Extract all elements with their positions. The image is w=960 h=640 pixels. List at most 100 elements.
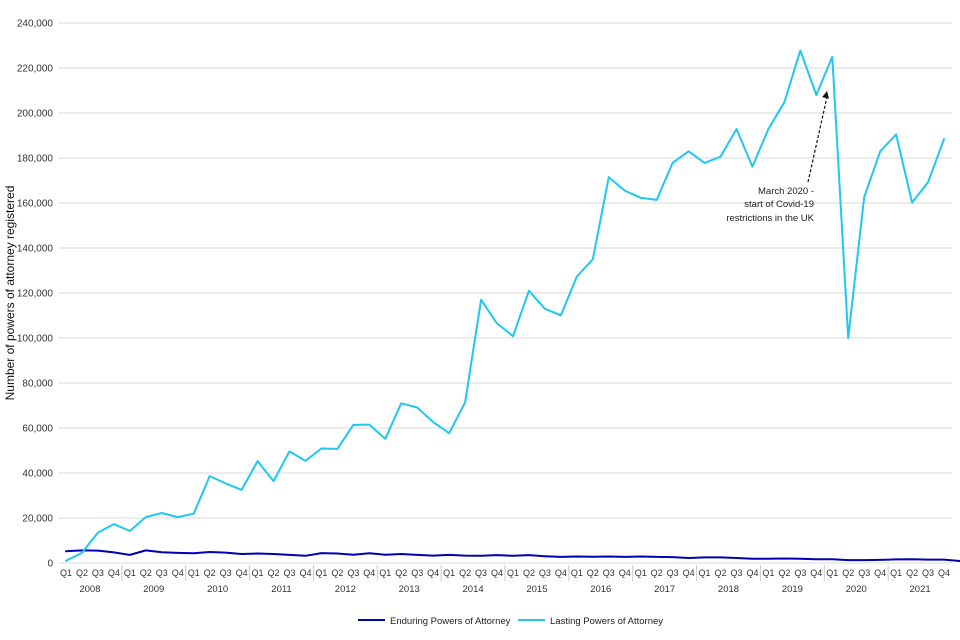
quarter-tick-label: Q2	[651, 568, 663, 578]
covid-annotation: March 2020 - start of Covid-19 restricti…	[726, 91, 829, 224]
quarter-tick-label: Q3	[283, 568, 295, 578]
quarter-tick-label: Q1	[379, 568, 391, 578]
quarter-tick-label: Q4	[555, 568, 567, 578]
quarter-tick-label: Q4	[363, 568, 375, 578]
quarter-tick-label: Q1	[826, 568, 838, 578]
quarter-tick-label: Q3	[667, 568, 679, 578]
gridlines	[58, 22, 952, 564]
year-label: 2020	[846, 584, 867, 595]
quarter-tick-label: Q4	[874, 568, 886, 578]
series-line-lasting	[65, 49, 945, 562]
quarter-tick-label: Q4	[427, 568, 439, 578]
quarter-tick-label: Q4	[810, 568, 822, 578]
quarter-tick-label: Q3	[794, 568, 806, 578]
quarter-tick-label: Q1	[124, 568, 136, 578]
quarter-tick-label: Q2	[76, 568, 88, 578]
year-label: 2018	[718, 584, 739, 595]
annotation-line-3: restrictions in the UK	[726, 213, 814, 224]
quarter-tick-label: Q2	[459, 568, 471, 578]
quarter-tick-label: Q4	[172, 568, 184, 578]
year-label: 2009	[143, 584, 164, 595]
quarter-tick-label: Q1	[699, 568, 711, 578]
series-lines	[65, 49, 960, 562]
quarter-tick-label: Q1	[188, 568, 200, 578]
year-label: 2013	[399, 584, 420, 595]
y-axis-tick-labels: 0 20,000 40,000 60,000 80,000 100,000 120,000 1…	[17, 19, 54, 570]
quarter-tick-label: Q3	[858, 568, 870, 578]
year-label: 2012	[335, 584, 356, 595]
year-label: 2021	[910, 584, 931, 595]
quarter-tick-label: Q1	[635, 568, 647, 578]
quarter-tick-label: Q2	[715, 568, 727, 578]
year-label: 2008	[79, 584, 100, 595]
quarter-tick-label: Q2	[906, 568, 918, 578]
year-label: 2015	[526, 584, 547, 595]
quarter-tick-label: Q3	[539, 568, 551, 578]
quarter-tick-label: Q2	[204, 568, 216, 578]
year-label: 2010	[207, 584, 228, 595]
quarter-tick-label: Q1	[571, 568, 583, 578]
quarter-tick-label: Q2	[842, 568, 854, 578]
y-axis-title: Number of powers of attorney registered	[3, 186, 17, 401]
quarter-tick-label: Q4	[491, 568, 503, 578]
year-label: 2014	[463, 584, 484, 595]
y-tick-label: 120,000	[17, 289, 54, 300]
legend: Enduring Powers of Attorney Lasting Powe…	[358, 616, 663, 627]
y-tick-label: 180,000	[17, 154, 54, 165]
quarter-tick-label: Q4	[746, 568, 758, 578]
quarter-tick-label: Q3	[92, 568, 104, 578]
quarter-tick-label: Q2	[331, 568, 343, 578]
y-tick-label: 20,000	[22, 514, 53, 525]
quarter-tick-label: Q2	[587, 568, 599, 578]
quarter-tick-label: Q3	[347, 568, 359, 578]
y-tick-label: 220,000	[17, 64, 54, 75]
year-label: 2017	[654, 584, 675, 595]
quarter-tick-label: Q1	[315, 568, 327, 578]
year-label: 2011	[271, 584, 291, 595]
quarter-tick-label: Q1	[507, 568, 519, 578]
quarter-tick-label: Q1	[443, 568, 455, 578]
annotation-arrow	[807, 96, 828, 183]
quarter-tick-label: Q4	[299, 568, 311, 578]
y-tick-label: 40,000	[22, 469, 53, 480]
quarter-tick-label: Q1	[60, 568, 72, 578]
x-axis: Q1 Q2 Q3 Q4 Q1 Q2 Q3 Q4 Q1 Q2 Q3 Q4 Q1 Q2 Q3 Q4 Q1 Q2 Q3 Q4…	[60, 565, 950, 595]
quarter-tick-label: Q1	[252, 568, 264, 578]
y-tick-label: 240,000	[17, 19, 54, 30]
y-tick-label: 0	[47, 559, 53, 570]
quarter-tick-label: Q1	[890, 568, 902, 578]
year-label: 2016	[590, 584, 611, 595]
quarter-tick-label: Q2	[395, 568, 407, 578]
quarter-tick-label: Q2	[140, 568, 152, 578]
annotation-arrowhead	[822, 91, 829, 99]
quarter-tick-label: Q3	[156, 568, 168, 578]
quarter-tick-label: Q3	[411, 568, 423, 578]
y-tick-label: 140,000	[17, 244, 54, 255]
quarter-tick-label: Q3	[730, 568, 742, 578]
legend-label-lasting: Lasting Powers of Attorney	[550, 616, 663, 627]
series-line-enduring	[65, 549, 960, 562]
quarter-tick-label: Q3	[922, 568, 934, 578]
y-tick-label: 160,000	[17, 199, 54, 210]
quarter-tick-label: Q3	[220, 568, 232, 578]
quarter-tick-label: Q4	[938, 568, 950, 578]
y-tick-label: 100,000	[17, 334, 54, 345]
quarter-tick-label: Q2	[523, 568, 535, 578]
legend-label-enduring: Enduring Powers of Attorney	[390, 616, 511, 627]
quarter-tick-label: Q3	[603, 568, 615, 578]
quarter-tick-label: Q2	[778, 568, 790, 578]
quarter-tick-label: Q4	[683, 568, 695, 578]
annotation-line-1: March 2020 -	[758, 186, 814, 197]
quarter-tick-label: Q4	[619, 568, 631, 578]
quarter-tick-label: Q4	[108, 568, 120, 578]
y-tick-label: 60,000	[22, 424, 53, 435]
y-tick-label: 200,000	[17, 109, 54, 120]
quarter-tick-label: Q4	[236, 568, 248, 578]
quarter-tick-label: Q1	[762, 568, 774, 578]
y-tick-label: 80,000	[22, 379, 53, 390]
annotation-line-2: start of Covid-19	[744, 199, 814, 210]
quarter-tick-label: Q3	[475, 568, 487, 578]
quarter-tick-label: Q2	[268, 568, 280, 578]
year-label: 2019	[782, 584, 803, 595]
